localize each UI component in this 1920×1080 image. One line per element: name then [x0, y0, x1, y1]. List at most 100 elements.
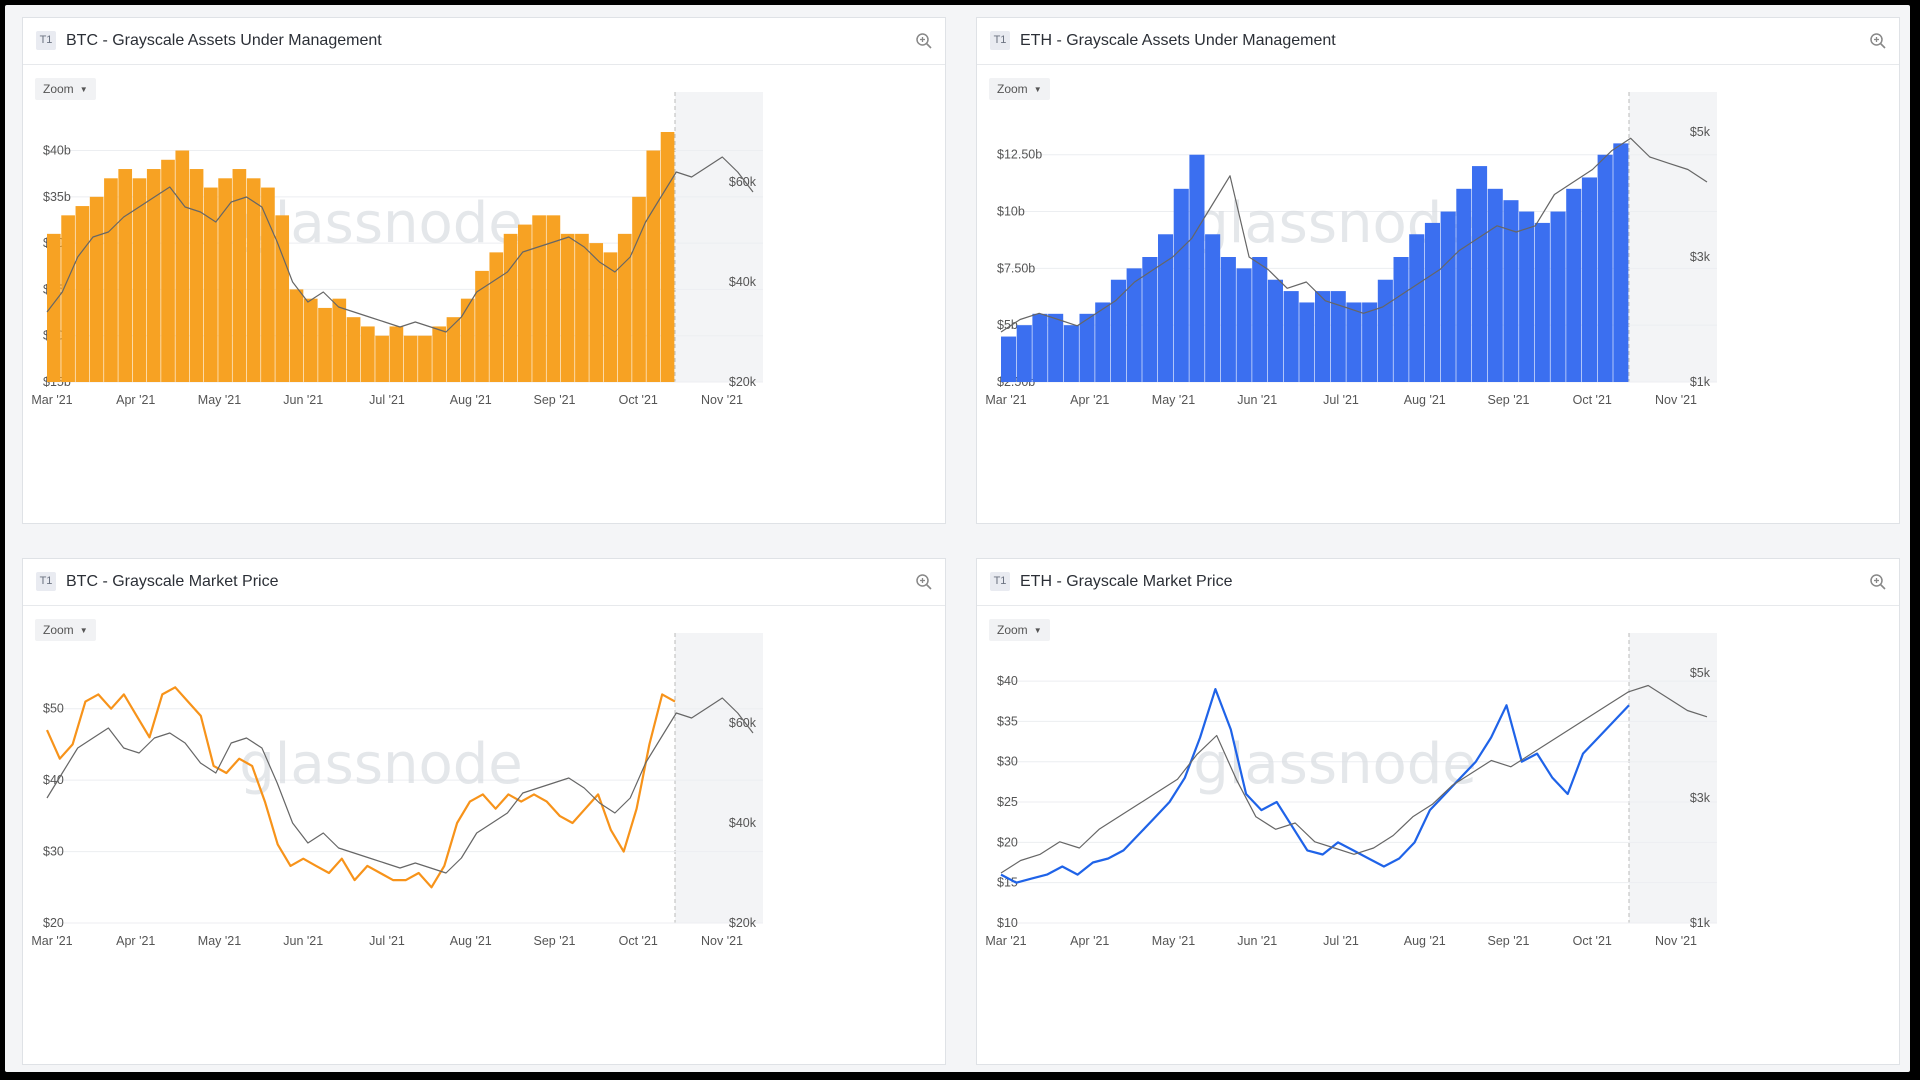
chart-card-eth-aum: T1 ETH - Grayscale Assets Under Manageme… — [976, 17, 1900, 524]
bar — [246, 178, 261, 382]
y2-tick-label: $40k — [729, 275, 757, 289]
x-tick-label: Nov '21 — [701, 393, 743, 407]
x-tick-label: Jul '21 — [369, 934, 405, 948]
bar — [1315, 291, 1331, 382]
bar — [560, 233, 575, 382]
price-line — [1000, 684, 1708, 874]
card-header: T1 ETH - Grayscale Assets Under Manageme… — [977, 18, 1899, 65]
bar — [1581, 177, 1597, 382]
bar — [61, 215, 75, 382]
bar — [418, 335, 432, 382]
chart-area: $10 $15 $20 $25 $30 $35 $40 $1k $3k $5k Mar '21 Apr… — [985, 633, 1717, 948]
zoom-dropdown[interactable]: Zoom ▼ — [989, 619, 1050, 641]
y-tick-label: $10 — [997, 916, 1018, 930]
y2-tick-label: $3k — [1690, 791, 1711, 805]
bar — [660, 132, 675, 382]
bar — [275, 215, 290, 382]
zoom-dropdown[interactable]: Zoom ▼ — [35, 619, 96, 641]
bar — [1613, 143, 1629, 382]
bar — [1158, 234, 1174, 382]
bar — [503, 233, 518, 382]
bar — [389, 326, 404, 382]
bar — [617, 233, 632, 382]
bar — [403, 335, 418, 382]
y-tick-label: $5b — [997, 318, 1018, 332]
forecast-shade — [675, 92, 763, 382]
x-tick-label: Apr '21 — [1070, 934, 1109, 948]
y2-tick-label: $60k — [729, 716, 757, 730]
tier-badge: T1 — [36, 31, 56, 50]
bar — [1440, 211, 1456, 382]
zoom-in-icon[interactable] — [1869, 573, 1887, 591]
y-tick-label: $50 — [43, 702, 64, 716]
bar — [118, 169, 133, 382]
y2-tick-label: $40k — [729, 816, 757, 830]
bar — [1424, 222, 1440, 382]
bar — [1095, 302, 1111, 382]
x-tick-label: Jun '21 — [1237, 393, 1277, 407]
y-tick-label: $35b — [43, 190, 71, 204]
x-tick-label: Aug '21 — [1404, 934, 1446, 948]
bar — [232, 169, 247, 382]
zoom-in-icon[interactable] — [915, 573, 933, 591]
y2-tick-label: $60k — [729, 175, 757, 189]
bar — [646, 150, 661, 382]
x-tick-label: Oct '21 — [1573, 934, 1612, 948]
bar — [1016, 325, 1032, 382]
bar — [460, 298, 475, 382]
bar — [1220, 257, 1236, 382]
x-tick-label: Jun '21 — [283, 393, 323, 407]
bar — [1063, 325, 1079, 382]
bar — [1079, 313, 1095, 382]
bar — [1267, 279, 1283, 382]
bar — [1205, 234, 1221, 382]
x-tick-label: Apr '21 — [116, 393, 155, 407]
price-line — [46, 697, 754, 874]
chevron-down-icon: ▼ — [79, 85, 88, 94]
bar — [475, 270, 489, 382]
zoom-in-icon[interactable] — [915, 32, 933, 50]
x-tick-label: Mar '21 — [985, 934, 1026, 948]
x-tick-label: Jul '21 — [369, 393, 405, 407]
x-tick-label: Oct '21 — [619, 934, 658, 948]
bar — [1550, 211, 1566, 382]
chevron-down-icon: ▼ — [1033, 626, 1042, 635]
tier-badge: T1 — [990, 31, 1010, 50]
y-tick-label: $25 — [997, 795, 1018, 809]
bar — [1503, 200, 1519, 382]
x-tick-label: May '21 — [198, 393, 241, 407]
bar — [289, 289, 304, 382]
zoom-label: Zoom — [997, 82, 1028, 96]
tier-badge: T1 — [36, 572, 56, 591]
bar — [261, 187, 275, 382]
y-tick-label: $30 — [997, 755, 1018, 769]
card-header: T1 BTC - Grayscale Market Price — [23, 559, 945, 606]
y-tick-label: $15 — [997, 876, 1018, 890]
chart-card-eth-price: T1 ETH - Grayscale Market Price Zoom ▼ $1… — [976, 558, 1900, 1065]
y-tick-label: $30 — [43, 845, 64, 859]
zoom-dropdown[interactable]: Zoom ▼ — [989, 78, 1050, 100]
bar — [489, 252, 504, 382]
bar — [1252, 257, 1268, 382]
x-tick-label: Oct '21 — [619, 393, 658, 407]
card-title: BTC - Grayscale Market Price — [66, 573, 279, 590]
y-tick-label: $12.50b — [997, 148, 1042, 162]
y2-tick-label: $3k — [1690, 250, 1711, 264]
bar — [1330, 291, 1346, 382]
x-tick-label: Apr '21 — [1070, 393, 1109, 407]
series-line — [1000, 687, 1630, 884]
x-tick-label: Sep '21 — [533, 393, 575, 407]
bar — [589, 243, 604, 382]
y-tick-label: $40b — [43, 144, 71, 158]
zoom-in-icon[interactable] — [1869, 32, 1887, 50]
bar — [1346, 302, 1362, 382]
bar — [204, 187, 218, 382]
x-tick-label: Jul '21 — [1323, 934, 1359, 948]
y2-tick-label: $1k — [1690, 916, 1711, 930]
x-tick-label: Mar '21 — [31, 934, 72, 948]
x-tick-label: Sep '21 — [1487, 393, 1529, 407]
x-tick-label: Jun '21 — [1237, 934, 1277, 948]
card-title: BTC - Grayscale Assets Under Management — [66, 32, 382, 49]
zoom-dropdown[interactable]: Zoom ▼ — [35, 78, 96, 100]
